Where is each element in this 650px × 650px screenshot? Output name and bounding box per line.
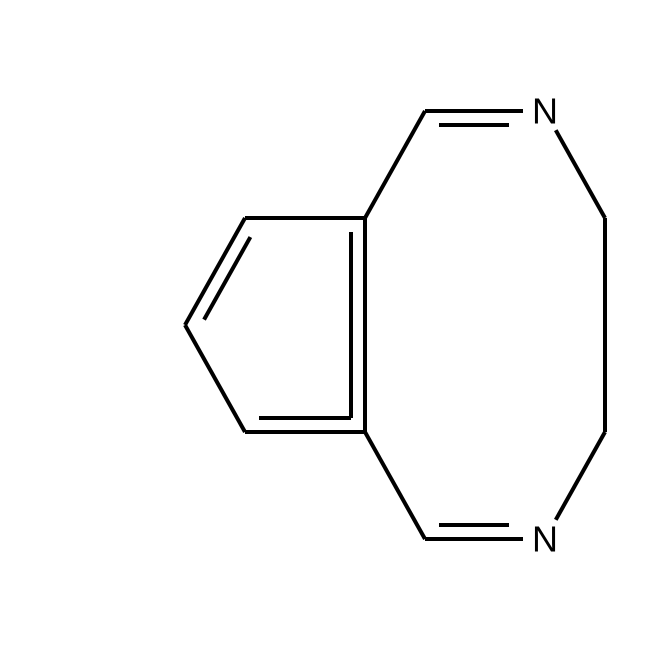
bond <box>185 218 245 325</box>
atom-label-n: N <box>532 91 558 132</box>
molecule-diagram: NN <box>0 0 650 650</box>
bond <box>556 432 605 520</box>
bond <box>185 325 245 432</box>
phthalazine-structure: NN <box>0 0 650 650</box>
bond <box>365 432 425 539</box>
atom-label-n: N <box>532 519 558 560</box>
bond <box>365 111 425 218</box>
bond <box>556 130 605 218</box>
